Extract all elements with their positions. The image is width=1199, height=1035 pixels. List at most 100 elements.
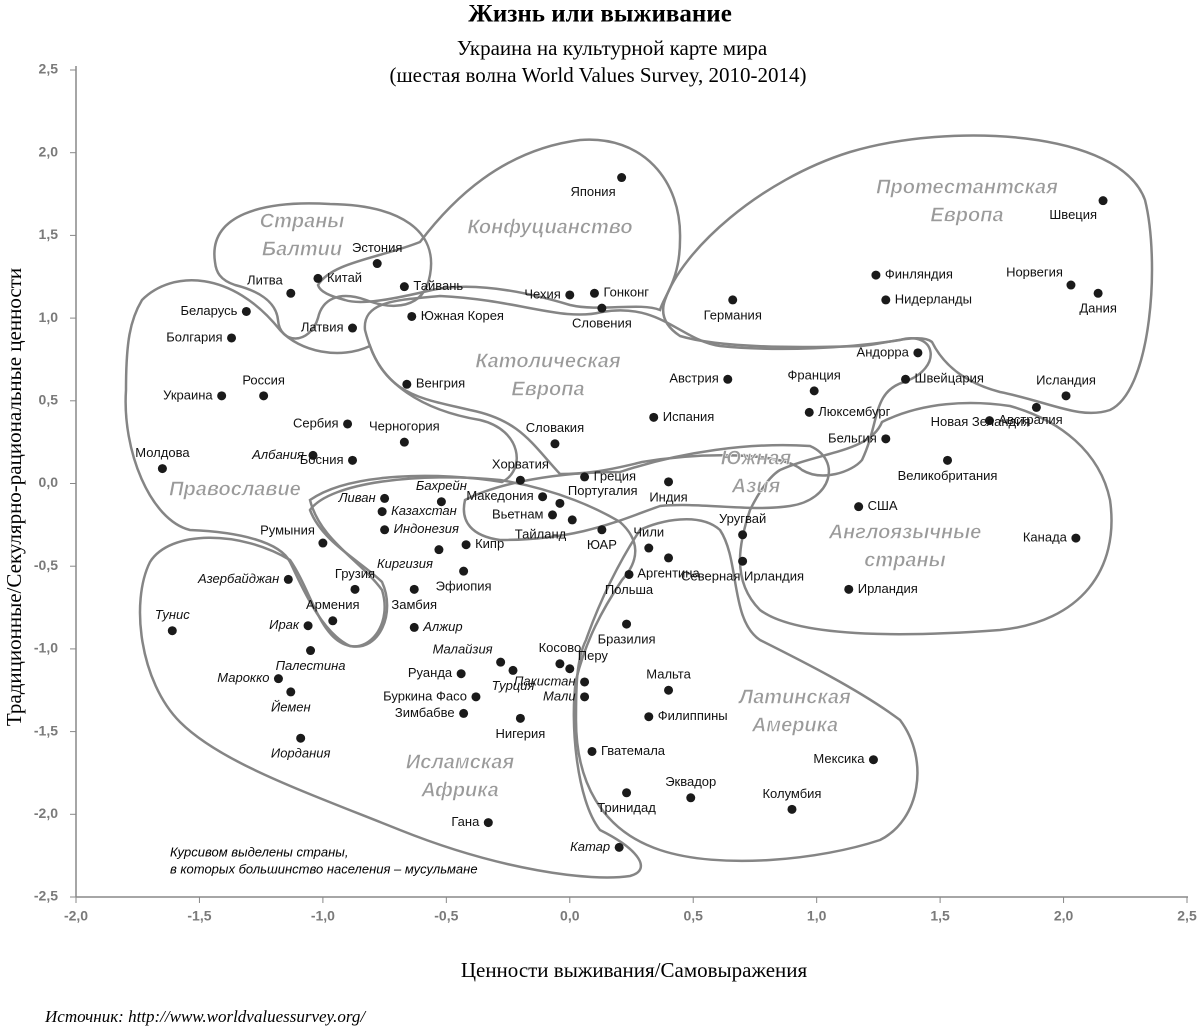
subtitle: (шестая волна World Values Survey, 2010-… bbox=[390, 63, 807, 87]
point bbox=[399, 282, 409, 292]
point bbox=[407, 311, 417, 321]
point-label: Индонезия bbox=[394, 521, 459, 536]
point bbox=[901, 374, 911, 384]
point bbox=[984, 416, 994, 426]
chart-title: Жизнь или выживание bbox=[468, 1, 732, 28]
point bbox=[738, 556, 748, 566]
point-label: Сербия bbox=[293, 415, 339, 430]
point bbox=[372, 259, 382, 269]
point bbox=[622, 788, 632, 798]
point-label: ЮАР bbox=[587, 537, 617, 552]
point bbox=[644, 712, 654, 722]
x-tick-label: 2,0 bbox=[1054, 908, 1074, 924]
point bbox=[409, 584, 419, 594]
point-label: Латвия bbox=[301, 319, 344, 334]
point-label: Гонконг bbox=[603, 285, 649, 300]
point-label: Бельгия bbox=[828, 430, 877, 445]
point bbox=[227, 333, 237, 343]
point-label: Нидерланды bbox=[895, 291, 972, 306]
point-label: Северная Ирландия bbox=[681, 569, 804, 584]
region-label: Латинская bbox=[737, 686, 851, 708]
point-label: Катар bbox=[570, 839, 610, 854]
point-label: Румыния bbox=[260, 522, 315, 537]
point-label: Колумбия bbox=[762, 786, 821, 801]
point bbox=[459, 708, 469, 718]
point-label: Германия bbox=[704, 307, 762, 322]
point-label: Иордания bbox=[271, 746, 331, 761]
point bbox=[1071, 533, 1081, 543]
point bbox=[686, 793, 696, 803]
point-label: Косово bbox=[539, 640, 582, 655]
point bbox=[664, 477, 674, 487]
point-label: Албания bbox=[251, 447, 304, 462]
region-label: Католическая bbox=[475, 350, 620, 372]
point bbox=[1066, 280, 1076, 290]
point-label: Пакистан bbox=[514, 673, 576, 688]
point-label: Беларусь bbox=[180, 303, 237, 318]
point-label: Греция bbox=[594, 468, 637, 483]
point-label: Норвегия bbox=[1006, 264, 1063, 279]
point bbox=[664, 685, 674, 695]
point-label: Мали bbox=[543, 688, 576, 703]
point-label: Великобритания bbox=[898, 468, 998, 483]
point bbox=[461, 540, 471, 550]
region-label: Африка bbox=[420, 779, 499, 801]
point-label: Вьетнам bbox=[492, 506, 544, 521]
x-tick-label: 1,5 bbox=[930, 908, 950, 924]
point-label: Тайвань bbox=[413, 278, 463, 293]
point bbox=[854, 502, 864, 512]
point bbox=[809, 386, 819, 396]
point-label: Австрия bbox=[669, 371, 718, 386]
point bbox=[881, 295, 891, 305]
point bbox=[597, 525, 607, 535]
point bbox=[348, 323, 358, 333]
region-outline bbox=[738, 401, 1113, 636]
point bbox=[555, 659, 565, 669]
point bbox=[496, 657, 506, 667]
point bbox=[286, 288, 296, 298]
source: Источник: http://www.worldvaluessurvey.o… bbox=[44, 1007, 367, 1026]
point bbox=[515, 713, 525, 723]
x-tick-label: -1,0 bbox=[311, 908, 335, 924]
point bbox=[259, 391, 269, 401]
point-label: Бразилия bbox=[598, 632, 656, 647]
point bbox=[399, 437, 409, 447]
point-label: Зимбабве bbox=[395, 705, 455, 720]
point bbox=[1098, 196, 1108, 206]
point bbox=[550, 439, 560, 449]
point bbox=[377, 507, 387, 517]
point bbox=[296, 733, 306, 743]
x-axis-label: Ценности выживания/Самовыражения bbox=[461, 958, 808, 982]
point-label: Казахстан bbox=[391, 503, 457, 518]
region-label: Европа bbox=[930, 204, 1003, 226]
point bbox=[1031, 402, 1041, 412]
region-outline bbox=[363, 294, 932, 477]
point bbox=[456, 669, 466, 679]
point-label: Турция bbox=[492, 678, 535, 693]
point bbox=[871, 270, 881, 280]
point bbox=[617, 173, 627, 183]
point bbox=[306, 646, 316, 656]
region-outline bbox=[213, 202, 433, 340]
point bbox=[614, 842, 624, 852]
y-tick-label: -1,0 bbox=[34, 640, 58, 656]
point-label: Финляндия bbox=[885, 267, 953, 282]
point bbox=[308, 450, 318, 460]
point bbox=[1061, 391, 1071, 401]
point bbox=[723, 374, 733, 384]
point-label: Гватемала bbox=[601, 743, 666, 758]
point-label: Дания bbox=[1079, 301, 1117, 316]
point bbox=[567, 515, 577, 525]
point-label: Чехия bbox=[524, 286, 560, 301]
point-label: Перу bbox=[578, 648, 609, 663]
point-label: Ирак bbox=[269, 617, 300, 632]
point bbox=[565, 664, 575, 674]
point-label: Испания bbox=[663, 409, 715, 424]
point-label: Япония bbox=[570, 184, 615, 199]
y-tick-label: 0,5 bbox=[39, 392, 59, 408]
point-label: Молдова bbox=[135, 445, 190, 460]
region-label: Европа bbox=[511, 378, 584, 400]
y-tick-label: -1,5 bbox=[34, 722, 58, 738]
region-outline bbox=[661, 134, 1154, 415]
region-label: Южная bbox=[721, 447, 792, 469]
